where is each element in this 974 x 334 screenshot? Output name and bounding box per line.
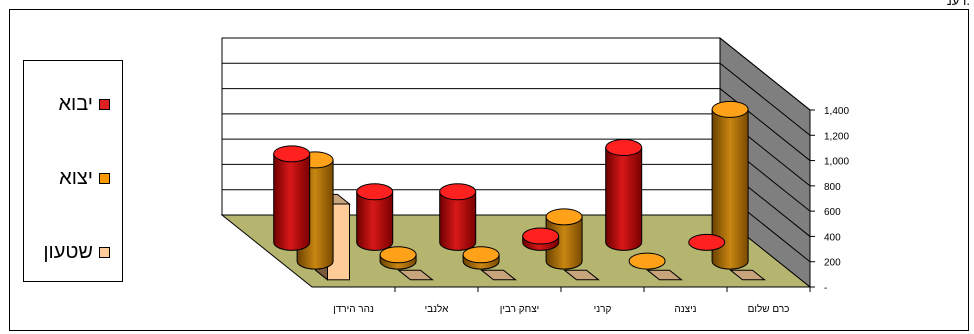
bar-1-2-top: [545, 208, 583, 226]
bar-1-0-top: [711, 100, 749, 118]
x-tick-label: כרם שלום: [748, 303, 790, 315]
x-tick-label: יצחק רבין: [500, 304, 540, 315]
y-tick-label: 400: [824, 232, 841, 243]
bar-0-3: [439, 191, 477, 251]
x-tick-label: נהר הירדן: [333, 304, 374, 315]
x-tick-label: ניצנה: [674, 304, 696, 315]
y-tick-label: 1,400: [824, 106, 849, 117]
legend-label-shipment: שטעון: [43, 240, 93, 263]
header-fragment: רענ.: [946, 0, 970, 8]
side-gridline: [719, 88, 811, 161]
legend-item-shipment: שטעון: [43, 239, 110, 265]
bar-2-4: [397, 269, 434, 281]
bar-1-2: [545, 216, 583, 270]
legend-label-import: יבוא: [58, 92, 93, 115]
bar-0-1-top: [605, 139, 643, 157]
bar-1-4-top: [379, 246, 417, 264]
side-gridline: [719, 37, 811, 111]
chart-plot: - 200 400 600 800 1,000 1,200 1,400 כרם שלום ניצנ…: [220, 36, 849, 315]
bar-0-5: [273, 153, 311, 251]
legend-label-export: יצוא: [59, 166, 93, 189]
bar-1-1: [628, 252, 666, 270]
legend-swatch-shipment: [99, 246, 110, 258]
legend-swatch-export: [99, 172, 110, 184]
bar-0-4: [356, 191, 394, 251]
y-tick-label: 1,000: [824, 157, 849, 168]
bar-0-4-top: [356, 183, 394, 201]
bar-2-2: [563, 269, 600, 281]
y-tick-label: -: [824, 283, 827, 294]
legend-item-export: יצוא: [59, 165, 110, 191]
y-tick-label: 200: [824, 258, 841, 269]
legend-swatch-import: [99, 98, 110, 110]
x-tick-label: אלנבי: [425, 303, 450, 315]
bar-2-0: [729, 269, 766, 281]
bar-2-3: [480, 269, 517, 281]
bar-0-0: [688, 233, 726, 251]
y-tick-label: 800: [824, 182, 841, 193]
chart-legend: יבוא יצוא שטעון: [23, 60, 123, 282]
bar-0-3-top: [439, 183, 477, 201]
side-gridline: [719, 62, 811, 136]
bar-1-0: [711, 108, 749, 270]
bar-0-5-top: [273, 145, 311, 163]
x-tick-label: קרני: [594, 304, 612, 315]
legend-item-import: יבוא: [58, 91, 110, 117]
bar-1-3-top: [462, 246, 500, 264]
bar-0-2-top: [522, 227, 560, 245]
bar-0-1: [605, 147, 643, 251]
y-tick-label: 600: [824, 207, 841, 218]
bar-2-1: [646, 269, 683, 281]
chart-frame: יבוא יצוא שטעון - 200 400 600 800 1,000 1,200 1…: [9, 9, 969, 331]
y-tick-label: 1,200: [824, 131, 849, 142]
